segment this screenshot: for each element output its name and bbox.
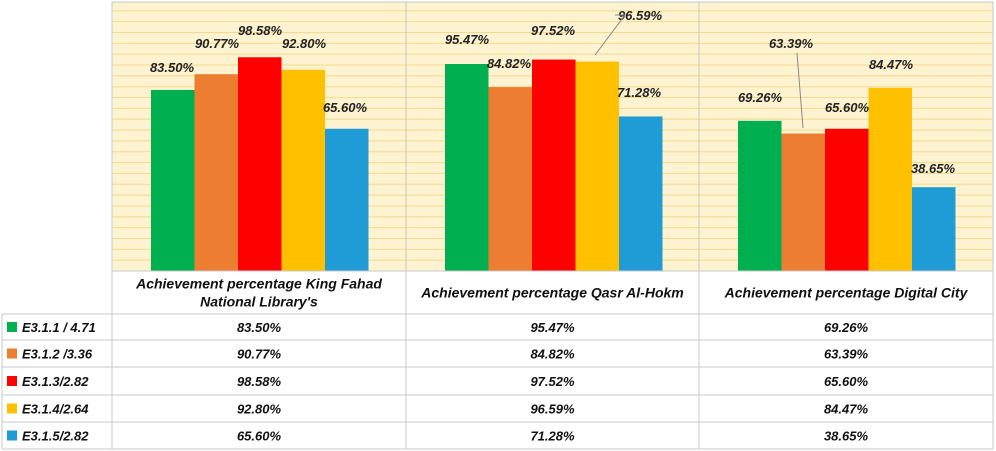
data-label: 83.50% [150, 60, 195, 75]
bar-3-group-3 [825, 128, 869, 271]
data-label: 63.39% [769, 36, 814, 51]
legend-label: E3.1.5/2.82 [22, 429, 89, 444]
table-cell: 65.60% [237, 429, 282, 444]
data-label: 90.77% [195, 36, 240, 51]
table-cell: 63.39% [824, 347, 869, 362]
bar-2-group-1 [194, 74, 238, 271]
table-cell: 69.26% [824, 320, 869, 335]
table-cell: 38.65% [824, 429, 869, 444]
bar-1-group-1 [151, 89, 195, 271]
data-label: 69.26% [738, 90, 783, 105]
legend-key [7, 348, 17, 359]
data-label: 65.60% [323, 100, 368, 115]
table-cell: 65.60% [824, 374, 869, 389]
table-cell: 84.82% [530, 347, 575, 362]
data-label: 95.47% [445, 32, 490, 47]
bar-3-group-2 [532, 59, 576, 272]
table-header-3: Achievement percentage Digital City [724, 285, 969, 301]
bar-5-group-1 [325, 128, 369, 271]
data-label: 84.82% [487, 56, 532, 71]
bar-1-group-2 [445, 64, 489, 271]
bar-1-group-3 [738, 120, 782, 271]
data-label: 84.47% [869, 57, 914, 72]
bar-4-group-1 [281, 69, 325, 271]
bar-2-group-3 [781, 133, 825, 271]
bar-5-group-2 [619, 116, 663, 271]
table-header-1: Achievement percentage King Fahad [135, 276, 382, 292]
table-cell: 95.47% [530, 320, 575, 335]
legend-key [7, 322, 17, 332]
data-table: Achievement percentage King Fahad Nationa… [1, 270, 994, 450]
table-cell: 83.50% [237, 320, 282, 335]
data-label: 65.60% [825, 100, 870, 115]
table-cell: 90.77% [237, 347, 282, 362]
data-label: 98.58% [238, 23, 283, 38]
leader-line [594, 14, 626, 56]
bar-4-group-2 [575, 61, 619, 271]
bar-2-group-2 [488, 87, 532, 271]
table-cell: 71.28% [530, 429, 575, 444]
table-cell: 84.47% [824, 402, 869, 417]
table-header-1: National Library's [200, 294, 318, 310]
table-cell: 97.52% [530, 374, 575, 389]
table-header-2: Achievement percentage Qasr Al-Hokm [420, 285, 683, 301]
bar-5-group-3 [912, 187, 956, 271]
bar-3-group-1 [238, 57, 282, 271]
table-cell: 92.80% [237, 402, 282, 417]
legend-label: E3.1.3/2.82 [22, 374, 89, 389]
table-cell: 96.59% [530, 402, 575, 417]
data-label: 96.59% [618, 8, 663, 23]
legend-key [7, 403, 17, 414]
legend-label: E3.1.2 /3.36 [22, 347, 93, 362]
legend-key [7, 376, 17, 386]
data-label: 97.52% [531, 23, 576, 38]
legend-label: E3.1.4/2.64 [22, 402, 89, 417]
table-cell: 98.58% [237, 374, 282, 389]
data-label: 92.80% [282, 36, 327, 51]
legend-key [7, 430, 17, 441]
legend-label: E3.1.1 / 4.71 [22, 320, 96, 335]
bar-4-group-3 [868, 87, 912, 271]
data-label: 71.28% [617, 85, 662, 100]
leader-line [796, 52, 804, 129]
data-label: 38.65% [911, 161, 956, 176]
